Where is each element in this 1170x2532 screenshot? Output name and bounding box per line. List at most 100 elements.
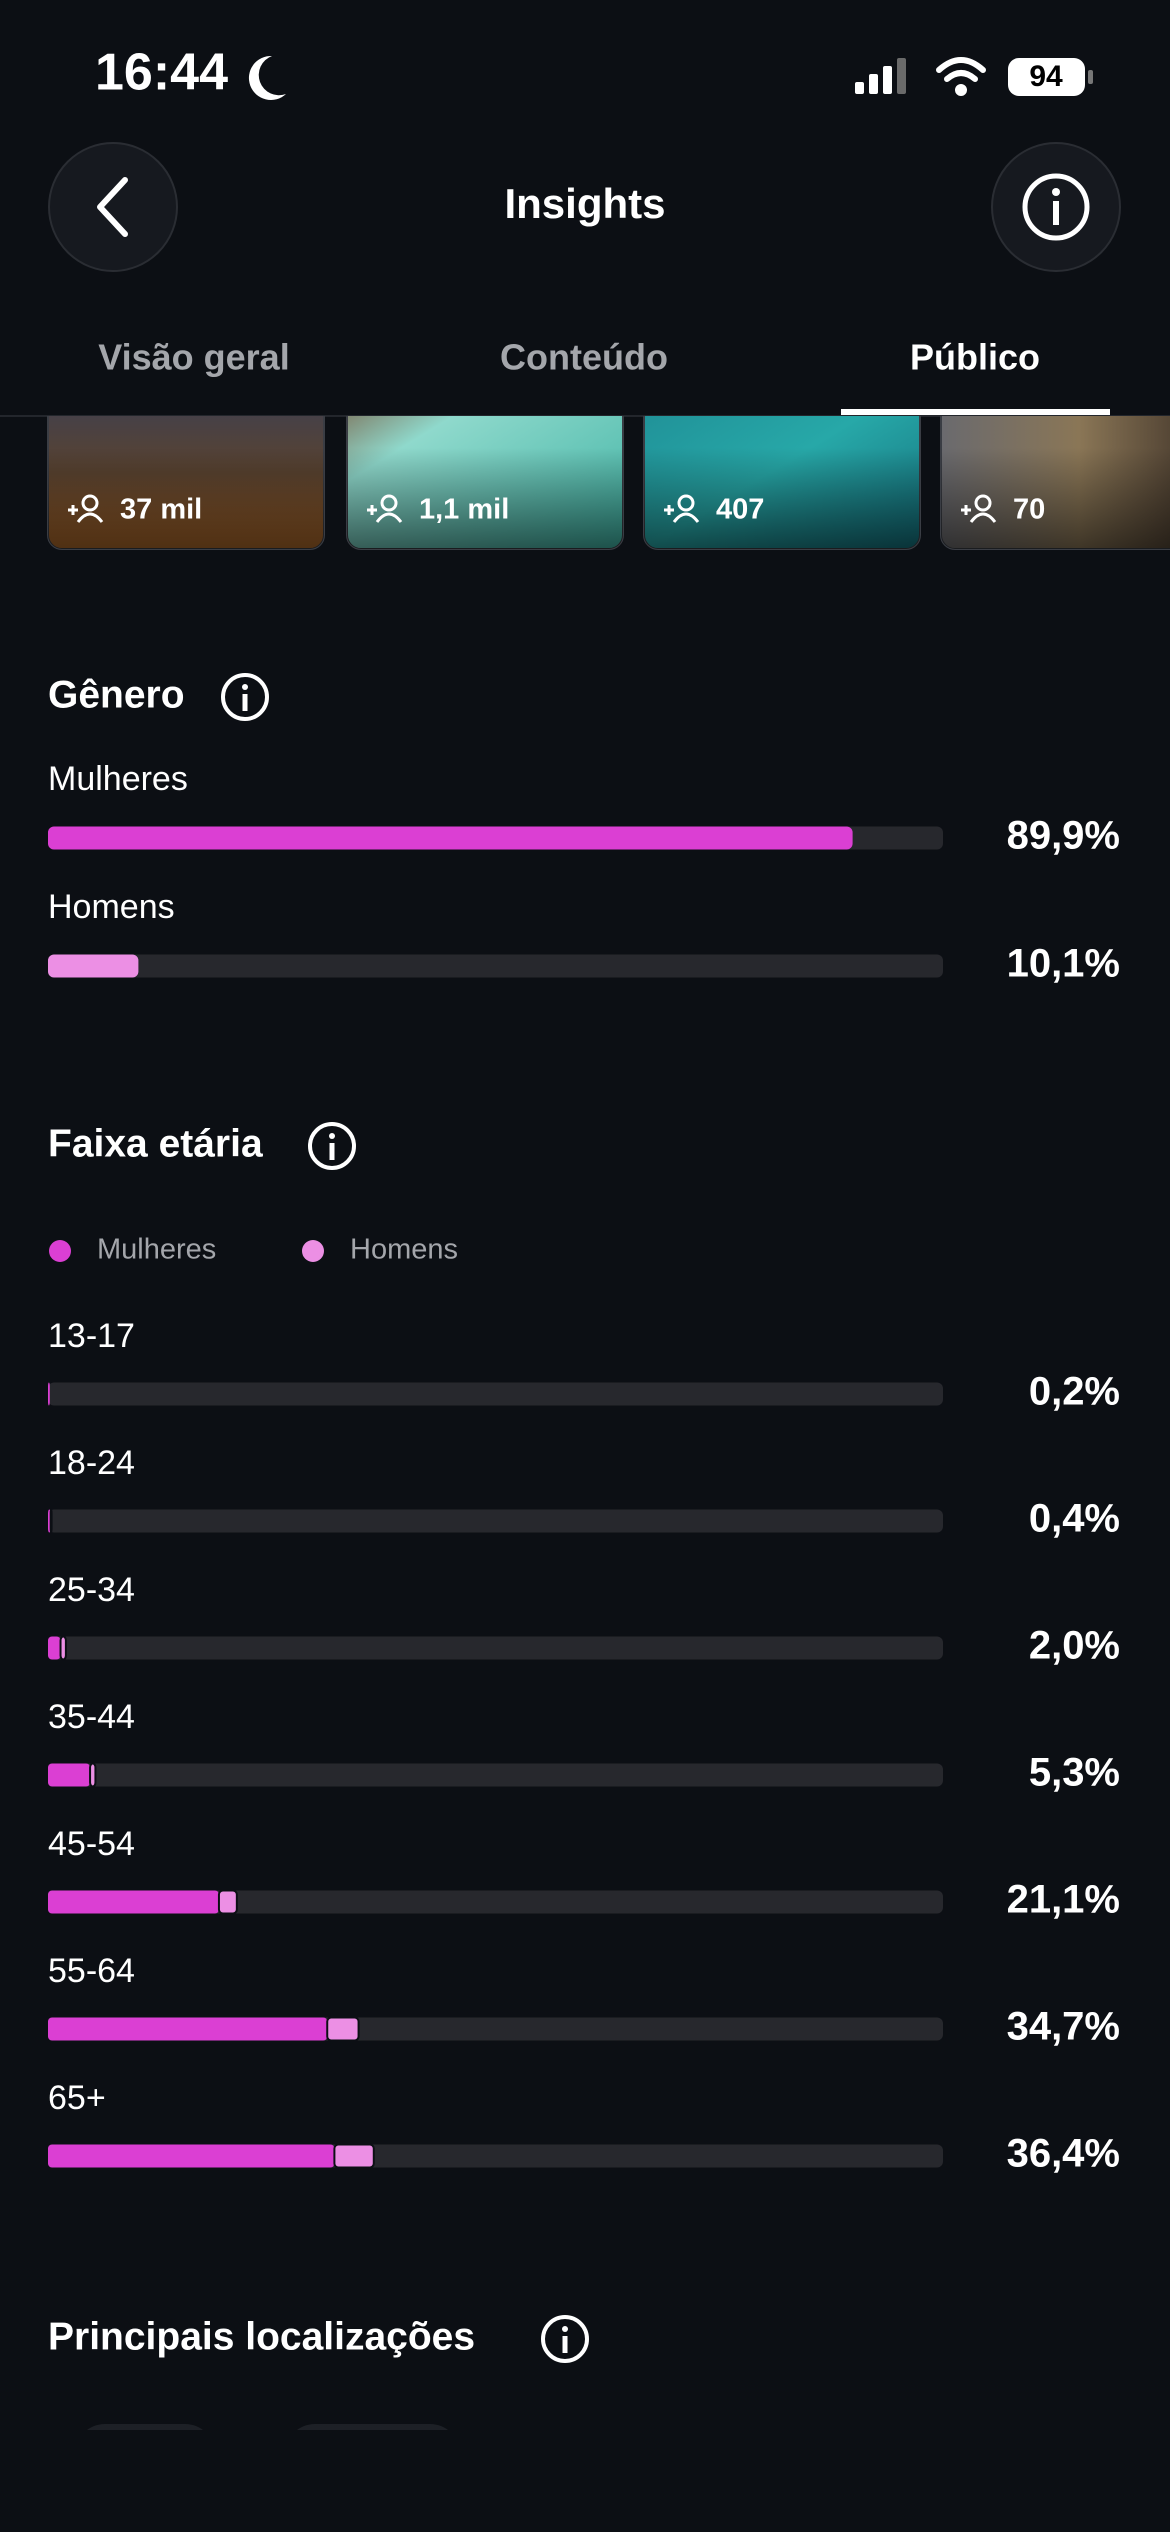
bar-segment-women [48, 1763, 91, 1787]
bar [48, 954, 139, 978]
bar-value: 10,1% [1007, 942, 1120, 986]
info-icon[interactable] [221, 673, 269, 721]
icon-plus [68, 505, 78, 515]
legend-swatch [49, 1240, 71, 1262]
bar-label: 45-54 [48, 1825, 135, 1863]
tab[interactable]: Visão geral [98, 337, 289, 378]
bar-label: 25-34 [48, 1571, 135, 1609]
bottom-fade [0, 2430, 1170, 2532]
header-title: Insights [504, 180, 665, 227]
info-stem [329, 1143, 335, 1160]
bar-segment-women [48, 1636, 61, 1660]
bar-segment-men [217, 1889, 238, 1915]
info-stem [562, 2336, 568, 2353]
wifi-icon [936, 57, 986, 96]
section-title: Faixa etária [48, 1122, 263, 1165]
battery-icon [1008, 58, 1085, 96]
age-section: Faixa etária Mulheres Homens 13-17 0,2% 18-24… [48, 1122, 1120, 2176]
section-title: Principais localizações [48, 2315, 475, 2358]
info-circle [221, 673, 269, 721]
thumbnail[interactable]: 70 [940, 380, 1170, 550]
bar-label: Homens [48, 888, 175, 926]
info-dot [562, 2326, 568, 2332]
info-dot [329, 1133, 335, 1139]
bar-value: 89,9% [1007, 814, 1120, 858]
bar-segment-women [48, 1382, 50, 1406]
tabs: Visão geral Conteúdo Público [98, 337, 1040, 378]
follower-icon [367, 494, 403, 523]
info-icon [1022, 173, 1090, 241]
active-tab-indicator [841, 409, 1110, 415]
bar-value: 36,4% [1007, 2132, 1120, 2176]
bar-track [48, 1636, 943, 1660]
bar-segment-men [326, 2016, 360, 2042]
bar-value: 34,7% [1007, 2005, 1120, 2049]
info-icon[interactable] [308, 1122, 356, 1170]
bar-value: 2,0% [1029, 1624, 1120, 1668]
thumbnail[interactable]: 1,1 mil [346, 380, 624, 550]
info-circle [308, 1122, 356, 1170]
thumbnail-count: 70 [1013, 494, 1045, 526]
bar-segment-men [49, 1508, 53, 1534]
icon-plus [367, 505, 377, 515]
bar-label: 18-24 [48, 1444, 135, 1482]
icon-plus [664, 505, 674, 515]
back-icon [97, 177, 128, 237]
bar-label: 35-44 [48, 1698, 135, 1736]
follower-icon [664, 494, 700, 523]
thumbnail[interactable]: 37 mil [47, 380, 325, 550]
bar-segment-women [48, 1890, 219, 1914]
bar-segment-women [48, 2017, 328, 2041]
thumbnails: 37 mil 1,1 mil 407 70 [47, 380, 1170, 550]
bar-track [48, 1763, 943, 1787]
status-time: 16:44 [95, 44, 228, 102]
follower-icon [68, 494, 104, 523]
locations-section: Principais localizações [48, 2315, 589, 2363]
bar-label: Mulheres [48, 760, 188, 798]
icon-body [375, 512, 403, 523]
follower-icon [961, 494, 997, 523]
gender-section: Gênero Mulheres 89,9% Homens 10,1% [48, 673, 1120, 986]
icon-head [974, 494, 992, 512]
icon-body [76, 512, 104, 523]
bar-value: 5,3% [1029, 1751, 1120, 1795]
thumbnail-count: 37 mil [120, 494, 202, 526]
thumbnail-shade [644, 416, 920, 549]
bar-track [48, 954, 943, 978]
bar-label: 65+ [48, 2079, 106, 2117]
info-circle [541, 2315, 589, 2363]
thumbnail-shade [347, 416, 623, 549]
info-dot [242, 684, 248, 690]
signal-icon [855, 58, 906, 94]
battery-cap [1088, 70, 1093, 84]
bar-segment-men [89, 1762, 97, 1788]
bar-segment-men [59, 1635, 67, 1661]
bar [48, 826, 853, 850]
bar-segment-women [48, 2144, 335, 2168]
thumbnail-count: 407 [716, 494, 764, 526]
battery-level: 94 [1029, 60, 1063, 93]
info-icon[interactable] [541, 2315, 589, 2363]
legend-label: Homens [350, 1234, 458, 1266]
thumbnail[interactable]: 407 [643, 380, 921, 550]
icon-body [969, 512, 997, 523]
info-stem [242, 694, 248, 711]
bar-track [48, 1509, 943, 1533]
icon-head [81, 494, 99, 512]
section-title: Gênero [48, 673, 185, 716]
bar-label: 55-64 [48, 1952, 135, 1990]
icon-head [380, 494, 398, 512]
tab[interactable]: Público [910, 337, 1040, 378]
thumbnail-shade [48, 416, 324, 549]
bar-track [48, 1382, 943, 1406]
moon-icon [248, 55, 286, 100]
icon-head [677, 494, 695, 512]
bar-label: 13-17 [48, 1317, 135, 1355]
tab[interactable]: Conteúdo [500, 337, 668, 378]
icon-body [672, 512, 700, 523]
bar-value: 0,2% [1029, 1370, 1120, 1414]
thumbnail-count: 1,1 mil [419, 494, 509, 526]
back-button[interactable] [48, 142, 178, 272]
